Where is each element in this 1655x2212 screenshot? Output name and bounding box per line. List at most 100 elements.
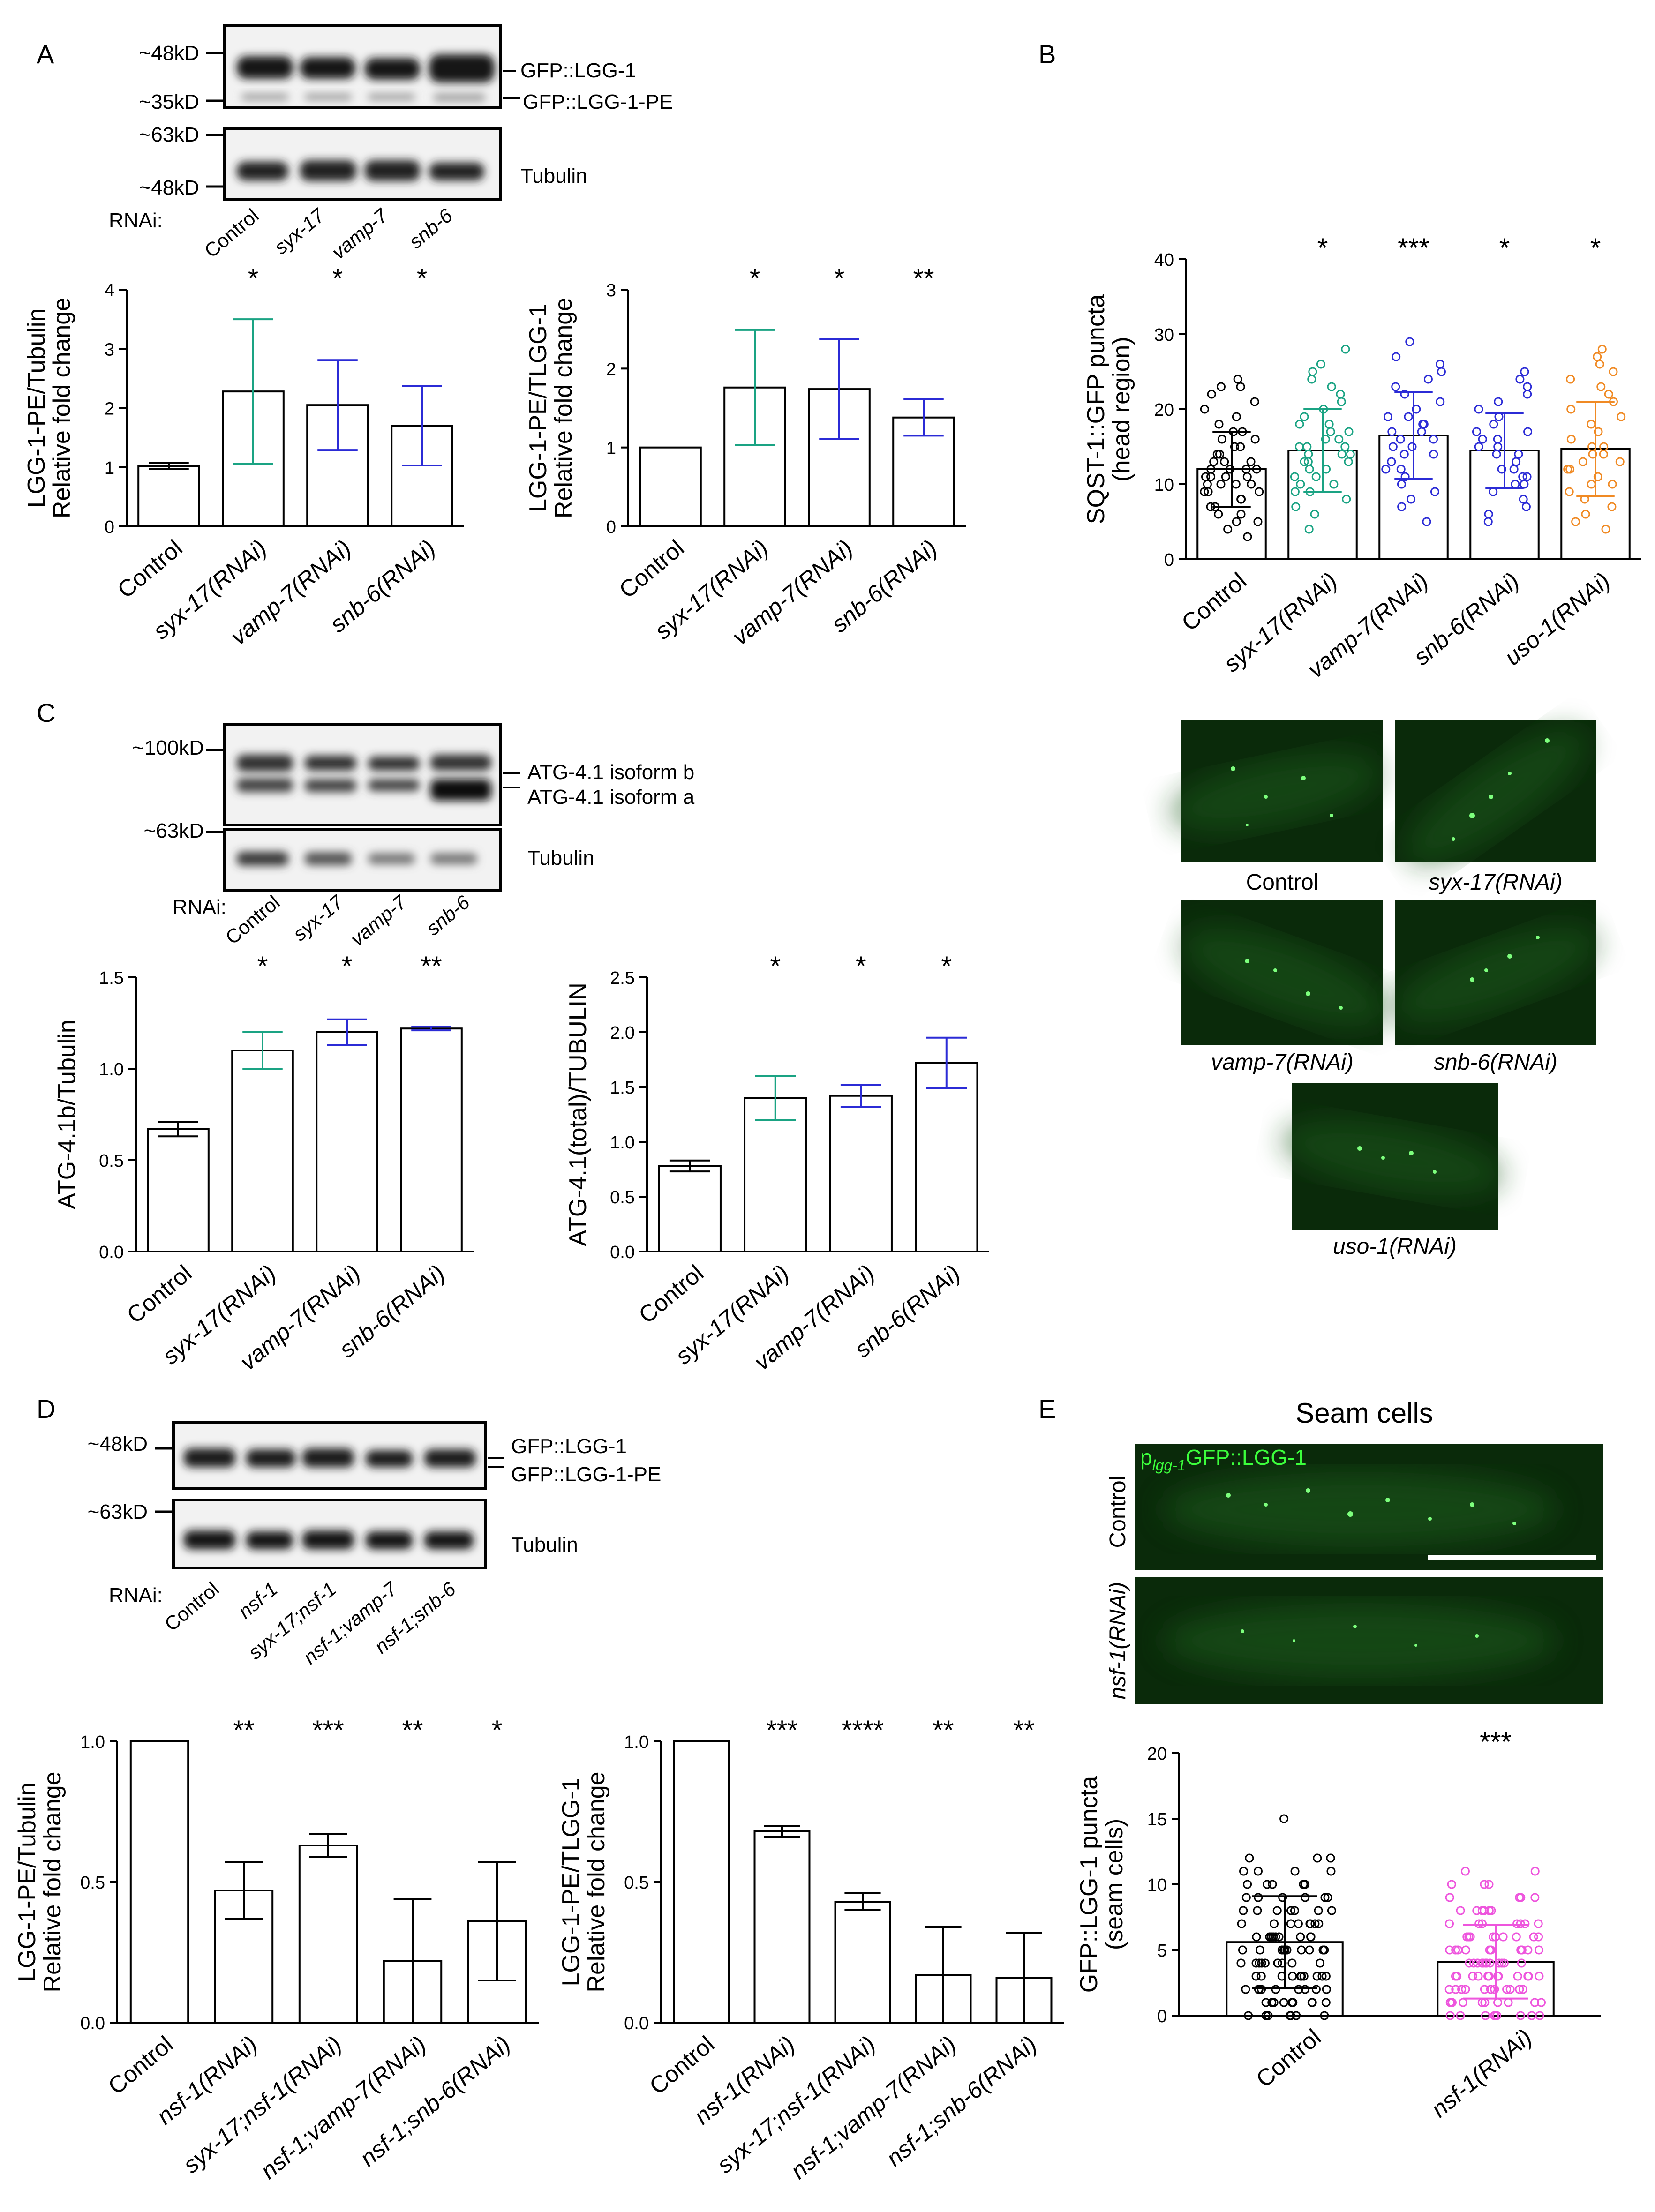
data-point: [1271, 1985, 1280, 1994]
data-point: [1523, 382, 1532, 391]
significance-label: **: [913, 263, 934, 294]
data-point: [1321, 1972, 1331, 1981]
data-point: [1482, 1958, 1491, 1968]
data-point: [1290, 1906, 1299, 1915]
data-point: [1505, 1985, 1515, 1994]
data-point: [1445, 2011, 1455, 2020]
bar: [400, 1027, 463, 1252]
data-point: [1324, 420, 1334, 429]
data-point: [1300, 412, 1309, 421]
data-point: [1252, 465, 1261, 474]
data-point: [1217, 435, 1226, 444]
band-label-gfp-lgg-1: GFP::LGG-1: [520, 59, 636, 82]
lane-label: Control: [200, 204, 263, 262]
data-point: [1311, 472, 1321, 481]
data-point: [1251, 1958, 1261, 1968]
data-point: [1494, 412, 1504, 421]
data-point: [1391, 382, 1400, 391]
data-point: [1566, 405, 1576, 414]
data-point: [1498, 1932, 1508, 1942]
bar: [744, 1097, 807, 1252]
data-point: [1267, 1998, 1277, 2007]
data-point: [1481, 2011, 1490, 2020]
data-point: [1478, 1958, 1488, 1968]
data-point: [1480, 1985, 1489, 1994]
y-axis-label: (head region): [1108, 337, 1135, 481]
data-point: [1534, 1945, 1543, 1955]
data-point: [1237, 1919, 1246, 1928]
y-tick-label: 2.0: [610, 1023, 635, 1043]
data-point: [1530, 1998, 1539, 2007]
data-point: [1323, 1893, 1332, 1902]
data-point: [1201, 472, 1210, 481]
row-label-nsf-1: nsf-1(RNAi): [1106, 1582, 1130, 1700]
significance-label: **: [933, 1715, 954, 1746]
data-point: [1342, 495, 1351, 504]
data-point: [1346, 450, 1355, 459]
data-point: [1257, 1958, 1266, 1968]
y-tick-label: 1: [105, 458, 114, 478]
data-point: [1396, 435, 1405, 444]
data-point: [1490, 1985, 1499, 1994]
lane-label: vamp-7: [346, 891, 411, 950]
y-tick-label: 0.5: [80, 1873, 105, 1893]
lane-label: syx-17: [289, 891, 348, 945]
data-point: [1512, 457, 1521, 466]
data-point: [1461, 1945, 1471, 1955]
data-point: [1497, 1958, 1506, 1968]
data-point: [1486, 1985, 1495, 1994]
band-label-gfp-lgg-1: GFP::LGG-1: [511, 1435, 627, 1458]
data-point: [1474, 442, 1483, 451]
data-point: [1601, 525, 1610, 534]
data-point: [1344, 427, 1354, 436]
data-point: [1200, 487, 1209, 496]
bar: [829, 1095, 893, 1252]
data-point: [1516, 1893, 1526, 1902]
data-point: [1269, 1932, 1278, 1942]
data-point: [1520, 367, 1529, 376]
data-point: [1304, 525, 1314, 534]
rnai-label: RNAi:: [109, 1584, 163, 1607]
data-point: [1608, 480, 1617, 489]
band-label-isoform-b: ATG-4.1 isoform b: [527, 761, 694, 784]
data-point: [1604, 390, 1613, 399]
data-point: [1292, 2011, 1301, 2020]
data-point: [1223, 525, 1233, 534]
y-axis-label: Relative fold change: [48, 298, 75, 518]
data-point: [1306, 1919, 1315, 1928]
data-point: [1316, 360, 1325, 369]
data-point: [1244, 2011, 1253, 2020]
data-point: [1523, 1945, 1533, 1955]
data-point: [1245, 1853, 1254, 1863]
y-tick-label: 1.0: [624, 1732, 649, 1752]
data-point: [1294, 1985, 1303, 1994]
data-point: [1253, 1867, 1263, 1876]
data-point: [1278, 1958, 1287, 1968]
y-tick-label: 10: [1147, 1875, 1167, 1895]
data-point: [1477, 1919, 1487, 1928]
data-point: [1387, 457, 1396, 466]
data-point: [1477, 1906, 1487, 1915]
panel-letter-b: B: [1038, 39, 1056, 69]
data-point: [1295, 442, 1304, 451]
significance-label: ***: [1398, 233, 1429, 263]
y-axis-label: Relative fold change: [39, 1771, 66, 1992]
x-tick-label: Control: [122, 1260, 196, 1329]
data-point: [1246, 457, 1256, 466]
band-label-gfp-lgg-1-pe: GFP::LGG-1-PE: [523, 90, 673, 113]
data-point: [1279, 1998, 1288, 2007]
data-point: [1216, 480, 1226, 489]
data-point: [1566, 435, 1576, 444]
data-point: [1241, 1985, 1250, 1994]
data-point: [1502, 1985, 1512, 1994]
data-point: [1493, 442, 1503, 451]
data-point: [1513, 1972, 1522, 1981]
data-point: [1537, 1998, 1546, 2007]
y-tick-label: 20: [1147, 1744, 1167, 1764]
data-point: [1314, 1919, 1324, 1928]
y-tick-label: 15: [1147, 1810, 1167, 1830]
data-point: [1311, 1985, 1321, 1994]
data-point: [1521, 502, 1531, 511]
